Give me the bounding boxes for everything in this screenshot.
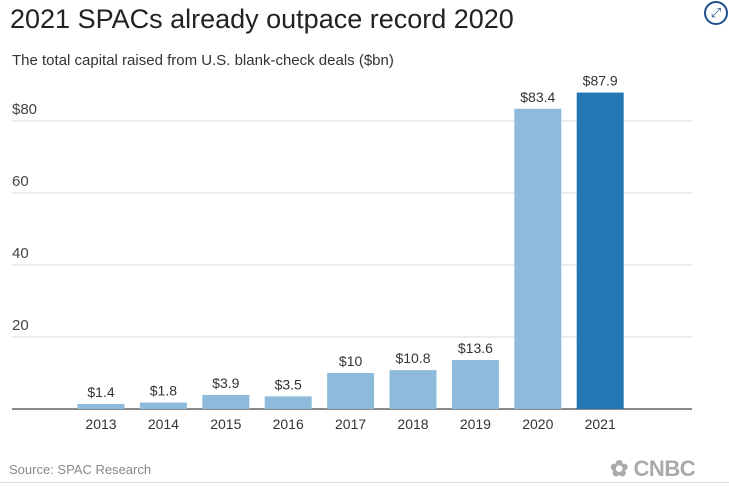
bar-2013 [77,403,125,409]
data-label-2015: $3.9 [212,375,239,391]
bar-2019 [451,360,499,409]
bar-2016 [264,396,312,409]
bar-2014 [139,402,187,409]
source-note: Source: SPAC Research [9,462,152,477]
divider [0,482,729,483]
x-tick-label-2013: 2013 [85,416,116,432]
data-label-2020: $83.4 [520,89,555,105]
chart-subtitle: The total capital raised from U.S. blank… [12,52,394,69]
x-tick-label-2014: 2014 [148,416,179,432]
bar-2017 [327,373,375,409]
data-label-2013: $1.4 [87,384,114,400]
x-tick-label-2017: 2017 [335,416,366,432]
bar-2021 [576,92,624,409]
bar-2015 [202,394,250,409]
x-tick-label-2015: 2015 [210,416,241,432]
chart-title: 2021 SPACs already outpace record 2020 [10,4,514,34]
cnbc-logo: ✿ CNBC [610,456,696,481]
x-tick-label-2016: 2016 [273,416,304,432]
data-label-2017: $10 [339,353,363,369]
data-label-2018: $10.8 [395,350,430,366]
data-label-2014: $1.8 [150,383,177,399]
data-label-2021: $87.9 [583,73,618,89]
y-tick-label: 40 [12,245,29,262]
x-tick-label-2020: 2020 [522,416,553,432]
data-label-2019: $13.6 [458,340,493,356]
data-label-2016: $3.5 [275,376,302,392]
y-tick-label: $80 [12,101,37,118]
y-tick-label: 20 [12,317,29,334]
x-tick-label-2019: 2019 [460,416,491,432]
x-tick-label-2018: 2018 [397,416,428,432]
x-tick-label-2021: 2021 [585,416,616,432]
expand-arrows-icon[interactable]: ⤢ [704,1,728,25]
logo-text: CNBC [633,456,696,481]
bar-2020 [514,108,562,409]
bar-2018 [389,370,437,409]
y-tick-label: 60 [12,173,29,190]
